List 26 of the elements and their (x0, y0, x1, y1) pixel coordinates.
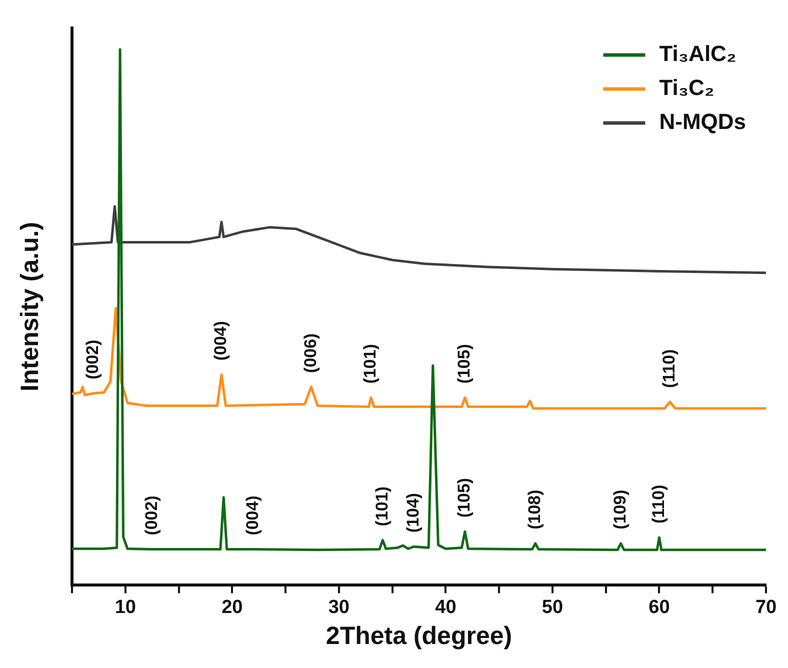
annotation: (109) (610, 490, 630, 530)
y-axis-title: Intensity (a.u.) (16, 222, 44, 392)
x-tick-label: 60 (648, 596, 670, 618)
x-tick-label: 10 (114, 596, 136, 618)
annotation: (101) (360, 344, 380, 384)
legend-label: Ti₃C₂ (659, 75, 714, 100)
x-tick-label: 30 (328, 596, 350, 618)
annotation: (101) (372, 486, 392, 526)
x-tick-label: 20 (222, 596, 243, 618)
annotation: (006) (300, 333, 320, 373)
annotation: (105) (454, 478, 474, 518)
annotation: (004) (243, 496, 262, 536)
x-tick-label: 50 (542, 596, 564, 618)
annotation: (110) (660, 349, 679, 388)
annotation: (004) (211, 320, 230, 361)
legend-label: Ti₃AlC₂ (659, 41, 736, 66)
annotation: (108) (525, 490, 544, 530)
annotation: (002) (83, 340, 102, 380)
x-axis-title: 2Theta (degree) (326, 622, 512, 650)
annotation: (105) (454, 344, 474, 384)
x-tick-label: 40 (435, 596, 456, 618)
x-tick-label: 70 (755, 596, 777, 618)
annotation: (104) (403, 492, 422, 533)
annotation: (110) (648, 484, 668, 524)
legend-label: N-MQDs (659, 109, 746, 134)
annotation: (002) (142, 496, 161, 536)
